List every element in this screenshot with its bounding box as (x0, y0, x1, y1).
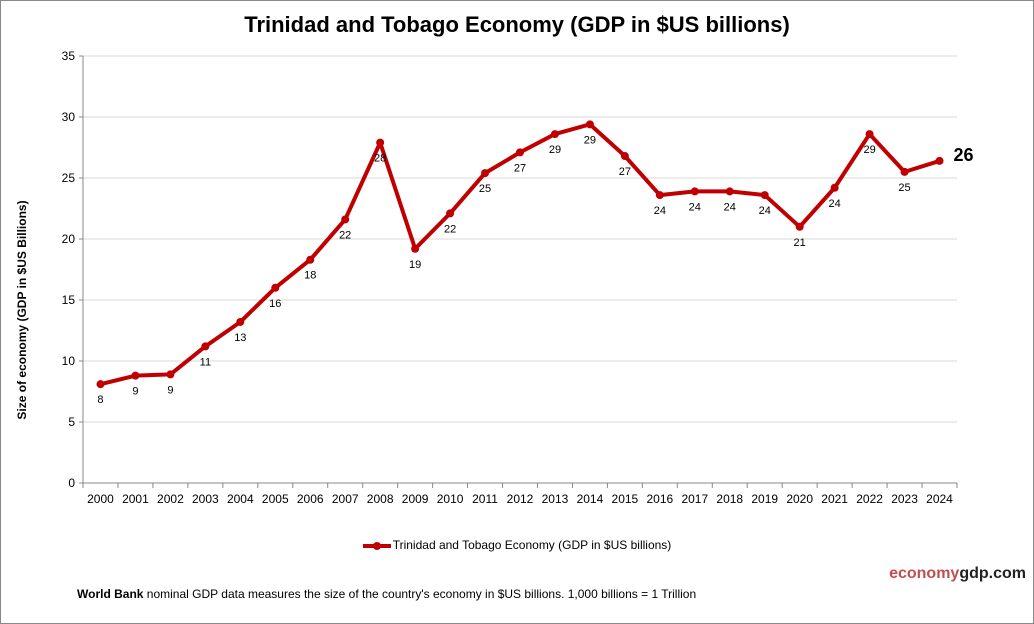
x-tick-label: 2015 (612, 492, 639, 506)
brand-part2: gdp.com (959, 565, 1026, 582)
x-tick-label: 2023 (891, 492, 918, 506)
legend-label: Trinidad and Tobago Economy (GDP in $US … (392, 538, 672, 552)
data-label: 9 (167, 384, 173, 396)
y-tick-label: 5 (68, 415, 75, 429)
data-label: 16 (269, 298, 281, 310)
x-tick-label: 2008 (367, 492, 394, 506)
note-text: nominal GDP data measures the size of th… (143, 587, 697, 601)
brand-logo: economygdp.com (889, 565, 1026, 583)
legend-swatch (362, 541, 391, 550)
data-label: 18 (304, 270, 316, 282)
x-tick-label: 2014 (577, 492, 604, 506)
data-label: 29 (549, 144, 561, 156)
data-label: 24 (724, 201, 736, 213)
data-point (795, 222, 804, 231)
data-label: 24 (759, 205, 771, 217)
x-tick-label: 2003 (192, 492, 219, 506)
data-point (585, 120, 594, 129)
legend: Trinidad and Tobago Economy (GDP in $US … (0, 538, 1034, 552)
x-tick-label: 2001 (122, 492, 149, 506)
y-tick-label: 15 (62, 293, 76, 307)
note-source: World Bank (77, 587, 144, 601)
data-point (550, 130, 559, 139)
x-tick-label: 2007 (332, 492, 359, 506)
x-tick-label: 2002 (157, 492, 184, 506)
data-point (166, 370, 175, 379)
data-point (376, 138, 385, 147)
data-point (900, 167, 909, 176)
x-tick-label: 2000 (87, 492, 114, 506)
x-tick-label: 2021 (821, 492, 848, 506)
data-label: 24 (654, 205, 666, 217)
x-tick-label: 2018 (716, 492, 743, 506)
data-label: 24 (829, 198, 841, 210)
y-tick-label: 25 (62, 171, 76, 185)
data-point (481, 169, 490, 178)
x-tick-label: 2004 (227, 492, 254, 506)
data-point (830, 183, 839, 192)
y-tick-label: 20 (62, 232, 76, 246)
chart-title: Trinidad and Tobago Economy (GDP in $US … (244, 12, 790, 37)
x-tick-label: 2009 (402, 492, 429, 506)
data-label: 24 (689, 201, 701, 213)
data-point (620, 152, 629, 161)
data-label: 29 (863, 144, 875, 156)
data-point (446, 209, 455, 218)
data-label: 25 (898, 182, 910, 194)
x-tick-label: 2010 (437, 492, 464, 506)
brand-part1: economy (889, 565, 960, 582)
data-point (131, 371, 140, 380)
data-point (865, 130, 874, 139)
x-tick-label: 2016 (646, 492, 673, 506)
x-tick-label: 2005 (262, 492, 289, 506)
data-point (96, 380, 105, 389)
data-point (655, 191, 664, 200)
data-label: 21 (794, 237, 806, 249)
data-label: 22 (339, 229, 351, 241)
data-label: 13 (234, 332, 246, 344)
data-point (236, 317, 245, 326)
x-tick-label: 2011 (472, 492, 498, 506)
data-label: 19 (409, 259, 421, 271)
data-point (690, 187, 699, 196)
x-tick-label: 2006 (297, 492, 324, 506)
data-label: 25 (479, 183, 491, 195)
x-tick-label: 2019 (751, 492, 778, 506)
data-label: 9 (132, 386, 138, 398)
footer-note: World Bank nominal GDP data measures the… (77, 587, 696, 601)
data-point (411, 244, 420, 253)
y-tick-label: 10 (62, 354, 76, 368)
data-point (201, 342, 210, 351)
y-tick-label: 0 (68, 476, 75, 490)
y-tick-label: 35 (62, 49, 76, 63)
y-axis-title: Size of economy (GDP in $US Billions) (15, 200, 29, 419)
x-tick-label: 2013 (542, 492, 569, 506)
data-label: 26 (954, 145, 974, 165)
data-label: 11 (200, 356, 211, 368)
data-point (271, 283, 280, 292)
x-tick-label: 2012 (507, 492, 534, 506)
data-label: 28 (374, 153, 386, 165)
data-label: 29 (584, 134, 596, 146)
data-label: 27 (619, 166, 631, 178)
data-point (760, 191, 769, 200)
data-point (306, 255, 315, 264)
x-tick-label: 2022 (856, 492, 883, 506)
data-label: 27 (514, 162, 526, 174)
data-point (725, 187, 734, 196)
y-tick-label: 30 (62, 110, 76, 124)
data-point (516, 148, 524, 157)
data-label: 8 (97, 394, 103, 406)
data-point (935, 156, 944, 165)
x-tick-label: 2017 (681, 492, 708, 506)
data-point (341, 215, 350, 224)
x-tick-label: 2020 (786, 492, 813, 506)
x-tick-label: 2024 (926, 492, 953, 506)
data-label: 22 (444, 223, 456, 235)
